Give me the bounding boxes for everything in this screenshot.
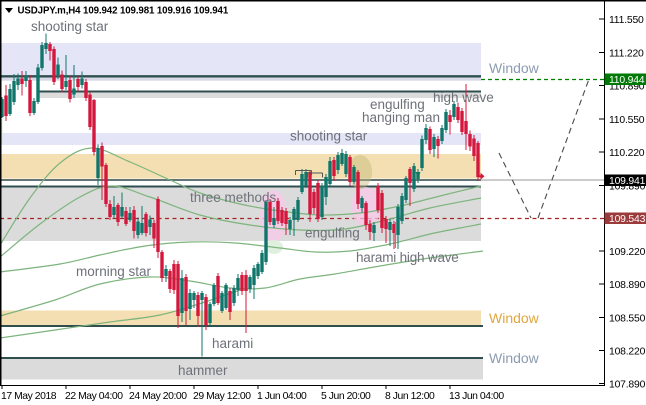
svg-text:harami high wave: harami high wave bbox=[356, 250, 459, 265]
svg-text:110.550: 110.550 bbox=[609, 115, 645, 126]
svg-text:108.890: 108.890 bbox=[609, 280, 646, 291]
svg-text:8 Jun 12:00: 8 Jun 12:00 bbox=[385, 391, 435, 402]
svg-text:29 May 12:00: 29 May 12:00 bbox=[193, 391, 251, 402]
svg-text:108.220: 108.220 bbox=[609, 347, 646, 358]
svg-text:111.550: 111.550 bbox=[609, 15, 644, 26]
svg-text:Window: Window bbox=[489, 60, 540, 76]
svg-text:three methods: three methods bbox=[190, 190, 277, 205]
svg-text:24 May 20:00: 24 May 20:00 bbox=[129, 391, 187, 402]
svg-text:shooting star: shooting star bbox=[31, 19, 109, 34]
svg-text:harami: harami bbox=[212, 336, 253, 351]
svg-text:109.941: 109.941 bbox=[609, 176, 646, 187]
svg-text:engulfing: engulfing bbox=[370, 97, 425, 112]
svg-text:22 May 04:00: 22 May 04:00 bbox=[65, 391, 123, 402]
svg-text:hanging man: hanging man bbox=[362, 110, 440, 125]
svg-text:13 Jun 04:00: 13 Jun 04:00 bbox=[449, 391, 504, 402]
svg-text:108.550: 108.550 bbox=[609, 314, 646, 325]
svg-text:5 Jun 20:00: 5 Jun 20:00 bbox=[321, 391, 371, 402]
svg-text:111.220: 111.220 bbox=[609, 49, 644, 60]
svg-text:hammer: hammer bbox=[178, 363, 228, 378]
svg-text:USDJPY.m,H4 109.942 109.981 1: USDJPY.m,H4 109.942 109.981 109.916 109.… bbox=[18, 6, 229, 17]
svg-text:Window: Window bbox=[489, 350, 540, 366]
svg-text:engulfing: engulfing bbox=[305, 226, 360, 241]
svg-text:Window: Window bbox=[489, 310, 540, 326]
svg-text:110.220: 110.220 bbox=[609, 148, 645, 159]
svg-text:109.543: 109.543 bbox=[609, 214, 646, 225]
svg-text:1 Jun 04:00: 1 Jun 04:00 bbox=[257, 391, 307, 402]
svg-text:109.220: 109.220 bbox=[609, 247, 646, 258]
svg-text:shooting star: shooting star bbox=[290, 129, 368, 144]
svg-text:110.890: 110.890 bbox=[609, 82, 645, 93]
svg-text:high wave: high wave bbox=[433, 90, 494, 105]
svg-text:109.890: 109.890 bbox=[609, 182, 646, 193]
svg-text:17 May 2018: 17 May 2018 bbox=[1, 391, 57, 402]
svg-text:110.944: 110.944 bbox=[609, 75, 645, 86]
svg-text:107.890: 107.890 bbox=[609, 380, 646, 391]
svg-text:morning star: morning star bbox=[76, 264, 152, 279]
